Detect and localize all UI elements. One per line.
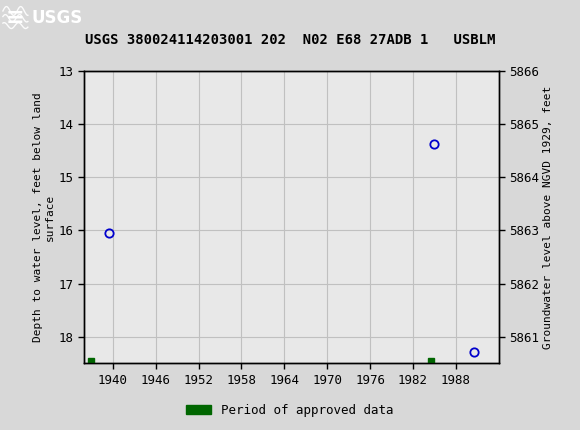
Y-axis label: Depth to water level, feet below land
surface: Depth to water level, feet below land su… <box>33 92 55 342</box>
Legend: Period of approved data: Period of approved data <box>181 399 399 421</box>
Text: ≡: ≡ <box>6 8 24 28</box>
Y-axis label: Groundwater level above NGVD 1929, feet: Groundwater level above NGVD 1929, feet <box>543 86 553 349</box>
Text: USGS: USGS <box>32 9 83 27</box>
Text: USGS 380024114203001 202  N02 E68 27ADB 1   USBLM: USGS 380024114203001 202 N02 E68 27ADB 1… <box>85 33 495 47</box>
